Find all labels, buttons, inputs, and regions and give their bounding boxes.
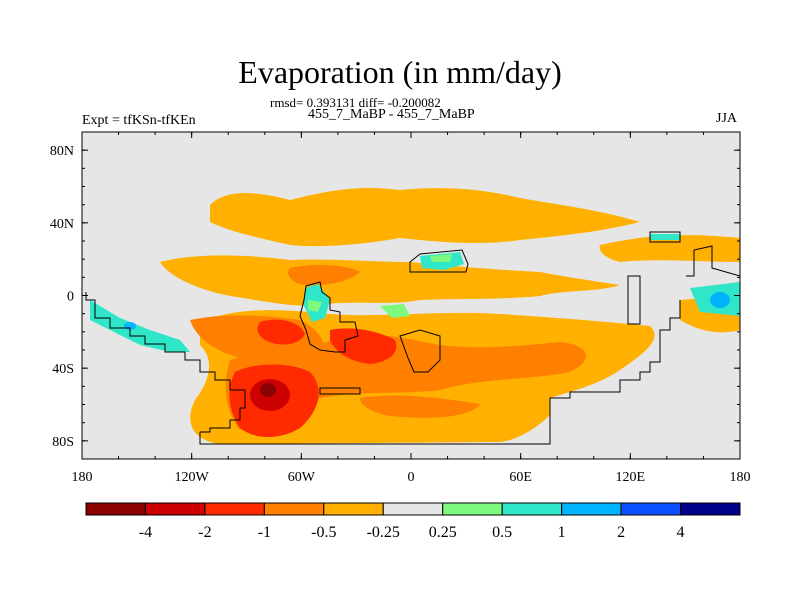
colorbar-label: 4 (677, 524, 685, 541)
colorbar-label: 1 (558, 524, 566, 541)
coastlines (85, 231, 740, 445)
lon-tick-label: 60E (509, 470, 532, 485)
asia-coast (627, 275, 641, 325)
colorbar-label: -4 (139, 524, 152, 541)
colorbar-label: 2 (617, 524, 625, 541)
lon-tick-label: 120E (616, 470, 646, 485)
deepest-red-core (260, 383, 276, 397)
blue-east-patch (710, 292, 730, 308)
mid-red-patch (330, 328, 397, 364)
lat-tick-label: 80S (52, 435, 74, 450)
antarctic-rim (360, 395, 480, 418)
island-outline (319, 387, 361, 395)
season-label: JJA (716, 111, 738, 126)
southern-coast (199, 300, 681, 445)
western-red-patch (257, 319, 305, 345)
northern-band (210, 188, 640, 247)
lon-tick-label: 60W (288, 470, 316, 485)
south-atlantic-region (225, 335, 587, 430)
latitude-axis: 80N 40N 0 40S 80S (50, 131, 740, 460)
colorbar-label: 0.25 (429, 524, 457, 541)
colorbar: -4 -2 -1 -0.5 -0.25 0.25 0.5 1 2 4 (85, 502, 741, 541)
experiment-label: Expt = tfKSn-tfKEn (82, 113, 196, 128)
pacific-cyan (90, 300, 190, 352)
lon-tick-label: 180 (730, 470, 751, 485)
central-band (160, 255, 620, 306)
africa-coast (399, 329, 441, 373)
americas-coast (299, 281, 359, 353)
lat-tick-label: 40S (52, 362, 74, 377)
lon-tick-label: 180 (72, 470, 93, 485)
colorbar-label: -2 (198, 524, 211, 541)
indo-cyan (650, 234, 680, 240)
central-orange-patch (288, 265, 360, 286)
colorbar-swatch (85, 502, 146, 516)
pacific-coast (649, 231, 681, 243)
colorbar-swatch (382, 502, 444, 516)
colorbar-label: -0.5 (311, 524, 336, 541)
dark-red-anomaly-regions (250, 379, 290, 411)
colorbar-swatch (680, 502, 741, 516)
periods-line: 455_7_MaBP - 455_7_MaBP (308, 107, 475, 122)
green-west (308, 300, 322, 312)
lat-tick-label: 0 (67, 290, 74, 305)
colorbar-label: -0.25 (367, 524, 400, 541)
colorbar-swatch (501, 502, 563, 516)
colorbar-swatch (263, 502, 325, 516)
colorbar-swatch (323, 502, 384, 516)
longitude-axis: 180 120W 60W 0 60E 120E 180 (72, 132, 751, 485)
green-africa (380, 304, 410, 318)
map-title: Evaporation (in mm/day) (238, 54, 562, 90)
colorbar-swatch (442, 502, 503, 516)
northern-continent-coast (409, 249, 469, 273)
lon-tick-label: 0 (408, 470, 415, 485)
colorbar-label: 0.5 (492, 524, 512, 541)
antarctica-coast (85, 292, 246, 433)
colorbar-swatch (561, 502, 622, 516)
colorbar-swatch (144, 502, 206, 516)
colorbar-label: -1 (258, 524, 271, 541)
colorbar-swatch (204, 502, 265, 516)
east-coast (686, 245, 740, 277)
green-northern (430, 254, 452, 262)
colorbar-swatch (620, 502, 682, 516)
green-anomaly-regions (308, 254, 452, 318)
right-band (599, 235, 740, 262)
stats-line: rmsd= 0.393131 diff= -0.200082 (270, 95, 441, 110)
lon-tick-label: 120W (175, 470, 210, 485)
lat-tick-label: 40N (50, 217, 74, 232)
map-plot-area (82, 132, 740, 459)
lat-tick-label: 80N (50, 144, 74, 159)
